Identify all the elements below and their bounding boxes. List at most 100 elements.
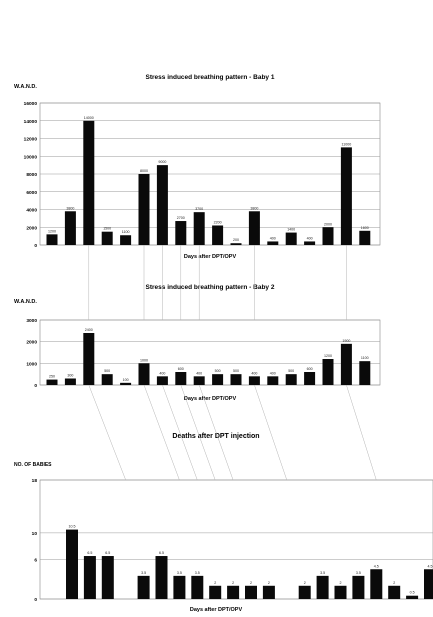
y-tick-label: 0 (34, 597, 37, 603)
bar (406, 595, 419, 599)
x-axis-label: Days after DPT/OPV (184, 254, 237, 260)
bar (285, 374, 297, 385)
data-label: 1200 (48, 229, 56, 233)
data-label: 14000 (84, 116, 94, 120)
connector-line (180, 384, 216, 481)
y-tick-label: 6 (34, 557, 37, 563)
y-tick-labels: 0 6 10 18 (32, 478, 38, 603)
chart-title: Deaths after DPT injection (172, 433, 259, 440)
bar (64, 211, 76, 245)
y-tick-label: 18 (32, 478, 38, 484)
bar (83, 333, 95, 385)
y-tick-label: 1000 (26, 361, 37, 367)
data-label: 2400 (85, 328, 93, 332)
data-label: 2700 (177, 216, 185, 220)
bar (193, 212, 205, 245)
data-label: 400 (270, 371, 276, 375)
data-label: 600 (178, 367, 184, 371)
bar (424, 569, 433, 599)
data-label: 400 (159, 371, 165, 375)
bar (322, 227, 334, 245)
bar (267, 241, 279, 245)
data-label: 2 (232, 581, 234, 585)
data-label: 2 (304, 581, 306, 585)
y-tick-label: 2000 (26, 340, 37, 346)
y-tick-label: 10 (32, 531, 38, 537)
bar (285, 232, 297, 245)
y-tick-label: 8000 (26, 172, 37, 178)
data-label: 400 (307, 236, 313, 240)
data-label: 3.5 (320, 571, 325, 575)
bar (248, 211, 260, 245)
bar (83, 556, 96, 599)
data-label: 4.5 (374, 564, 379, 568)
bar (334, 585, 347, 599)
bar (173, 575, 186, 599)
data-label: 1500 (103, 227, 111, 231)
bar (227, 585, 240, 599)
data-label: 400 (270, 236, 276, 240)
chart-deaths: Deaths after DPT injection NO. OF BABIES… (14, 433, 433, 613)
data-label: 1600 (361, 226, 369, 230)
y-tick-label: 3000 (26, 318, 37, 324)
bar (209, 585, 222, 599)
data-label: 2 (214, 581, 216, 585)
data-label: 3.5 (356, 571, 361, 575)
bar (340, 147, 352, 245)
bar (298, 585, 311, 599)
bar (262, 585, 275, 599)
data-label: 500 (215, 369, 221, 373)
data-label: 300 (67, 374, 73, 378)
y-tick-label: 10000 (24, 154, 38, 160)
bar (193, 376, 205, 385)
y-tick-label: 0 (34, 243, 37, 249)
data-label: 100 (123, 378, 129, 382)
data-label: 500 (233, 369, 239, 373)
bar (212, 374, 224, 385)
data-label: 1000 (140, 358, 148, 362)
data-label: 250 (49, 375, 55, 379)
data-label: 1400 (287, 228, 295, 232)
data-label: 500 (104, 369, 110, 373)
bar (101, 556, 114, 599)
chart-title: Stress induced breathing pattern - Baby … (146, 74, 275, 81)
data-label: 3800 (66, 206, 74, 210)
connector-line (143, 384, 180, 481)
bar (248, 376, 260, 385)
data-label: 1900 (342, 339, 350, 343)
chart-title: Stress induced breathing pattern - Baby … (146, 284, 275, 291)
bar (155, 556, 168, 599)
y-tick-label: 6000 (26, 190, 37, 196)
bar (46, 379, 58, 385)
bar (120, 382, 132, 385)
bar (101, 374, 113, 385)
y-tick-label: 12000 (24, 137, 38, 143)
bar (156, 165, 168, 245)
data-labels: 250 300 2400 500 100 1000 400 600 400 500 500 400 40… (49, 328, 369, 382)
bar (156, 376, 168, 385)
data-label: 1100 (122, 230, 130, 234)
bar (267, 376, 279, 385)
bar (175, 372, 187, 385)
bar (64, 378, 76, 385)
connector-line (254, 384, 288, 481)
bar (101, 231, 113, 245)
bar (191, 575, 204, 599)
bar (316, 575, 329, 599)
x-axis-label: Days after DPT/OPV (190, 607, 243, 613)
y-tick-label: 0 (34, 383, 37, 389)
data-label: 1100 (361, 356, 369, 360)
connector-line (162, 384, 198, 481)
data-label: 6.5 (105, 551, 110, 555)
y-tick-labels: 0 2000 4000 6000 8000 10000 12000 14000 16000 (24, 101, 38, 249)
bar (230, 374, 242, 385)
bar (359, 361, 371, 385)
bars (46, 120, 371, 245)
data-label: 400 (196, 371, 202, 375)
data-label: 3800 (250, 206, 258, 210)
bar (46, 234, 58, 245)
day-connector-lines (88, 245, 377, 481)
bar (66, 529, 78, 599)
y-tick-label: 14000 (24, 119, 38, 125)
